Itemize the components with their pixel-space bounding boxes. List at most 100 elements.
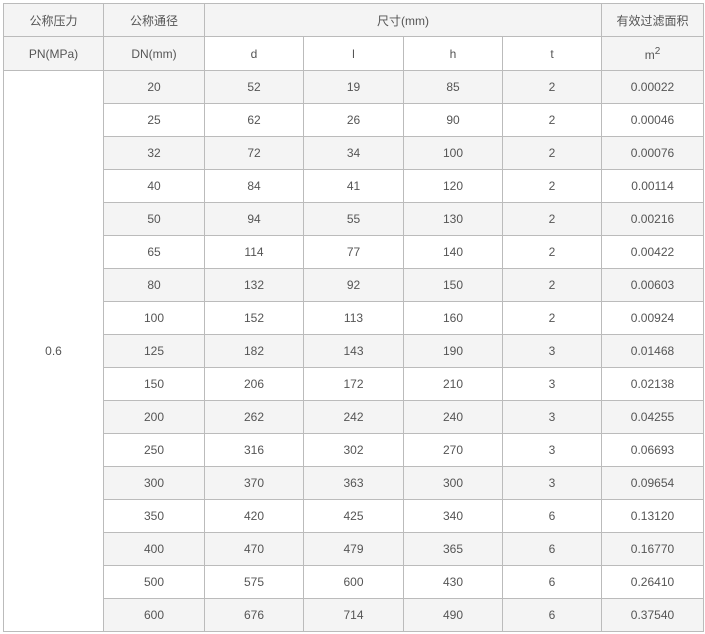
cell-dn: 400 xyxy=(103,532,205,566)
cell-dn: 500 xyxy=(103,565,205,599)
cell-l: 77 xyxy=(303,235,404,269)
table-row: 500 575 600 430 6 0.26410 xyxy=(3,565,704,599)
table-row: 150 206 172 210 3 0.02138 xyxy=(3,367,704,401)
cell-dn: 50 xyxy=(103,202,205,236)
cell-dn: 20 xyxy=(103,70,205,104)
cell-l: 143 xyxy=(303,334,404,368)
cell-d: 182 xyxy=(204,334,304,368)
cell-l: 55 xyxy=(303,202,404,236)
cell-l: 363 xyxy=(303,466,404,500)
cell-t: 2 xyxy=(502,70,602,104)
cell-d: 206 xyxy=(204,367,304,401)
table-row: 600 676 714 490 6 0.37540 xyxy=(3,598,704,632)
header-col-t: t xyxy=(502,36,602,71)
table-row: 200 262 242 240 3 0.04255 xyxy=(3,400,704,434)
cell-area: 0.02138 xyxy=(601,367,704,401)
area-exponent: 2 xyxy=(654,45,661,57)
cell-h: 270 xyxy=(403,433,503,467)
cell-t: 6 xyxy=(502,565,602,599)
cell-area: 0.06693 xyxy=(601,433,704,467)
cell-l: 302 xyxy=(303,433,404,467)
cell-h: 120 xyxy=(403,169,503,203)
header-area-line1: 有效过滤面积 xyxy=(601,3,704,37)
cell-area: 0.01468 xyxy=(601,334,704,368)
cell-dn: 32 xyxy=(103,136,205,170)
header-size-group: 尺寸(mm) xyxy=(204,3,602,37)
cell-l: 92 xyxy=(303,268,404,302)
header-col-d: d xyxy=(204,36,304,71)
cell-h: 490 xyxy=(403,598,503,632)
cell-l: 600 xyxy=(303,565,404,599)
cell-area: 0.00022 xyxy=(601,70,704,104)
cell-d: 84 xyxy=(204,169,304,203)
cell-t: 2 xyxy=(502,136,602,170)
cell-d: 62 xyxy=(204,103,304,137)
cell-dn: 25 xyxy=(103,103,205,137)
cell-d: 676 xyxy=(204,598,304,632)
cell-l: 34 xyxy=(303,136,404,170)
cell-area: 0.00603 xyxy=(601,268,704,302)
table-row: 400 470 479 365 6 0.16770 xyxy=(3,532,704,566)
header-area-unit: m2 xyxy=(601,36,704,71)
cell-area: 0.00422 xyxy=(601,235,704,269)
cell-h: 340 xyxy=(403,499,503,533)
cell-h: 430 xyxy=(403,565,503,599)
header-row-1: 公称压力 公称通径 尺寸(mm) 有效过滤面积 xyxy=(3,3,704,37)
cell-dn: 40 xyxy=(103,169,205,203)
cell-h: 300 xyxy=(403,466,503,500)
table-row: 350 420 425 340 6 0.13120 xyxy=(3,499,704,533)
cell-area: 0.00924 xyxy=(601,301,704,335)
cell-h: 100 xyxy=(403,136,503,170)
cell-t: 2 xyxy=(502,202,602,236)
cell-l: 425 xyxy=(303,499,404,533)
header-col-h: h xyxy=(403,36,503,71)
cell-h: 130 xyxy=(403,202,503,236)
cell-t: 3 xyxy=(502,433,602,467)
cell-t: 2 xyxy=(502,103,602,137)
cell-h: 90 xyxy=(403,103,503,137)
cell-d: 470 xyxy=(204,532,304,566)
table-row: 32 72 34 100 2 0.00076 xyxy=(3,136,704,170)
pn-value-cell: 0.6 xyxy=(3,70,104,632)
header-col-l: l xyxy=(303,36,404,71)
spec-table: 公称压力 公称通径 尺寸(mm) 有效过滤面积 PN(MPa) DN(mm) d… xyxy=(3,3,704,632)
table-row: 65 114 77 140 2 0.00422 xyxy=(3,235,704,269)
cell-d: 575 xyxy=(204,565,304,599)
cell-d: 152 xyxy=(204,301,304,335)
cell-area: 0.13120 xyxy=(601,499,704,533)
cell-dn: 300 xyxy=(103,466,205,500)
cell-area: 0.00076 xyxy=(601,136,704,170)
header-row-2: PN(MPa) DN(mm) d l h t m2 xyxy=(3,36,704,71)
cell-l: 41 xyxy=(303,169,404,203)
cell-t: 3 xyxy=(502,367,602,401)
table-row: 25 62 26 90 2 0.00046 xyxy=(3,103,704,137)
cell-d: 262 xyxy=(204,400,304,434)
cell-area: 0.16770 xyxy=(601,532,704,566)
header-pn-line1: 公称压力 xyxy=(3,3,104,37)
cell-t: 3 xyxy=(502,334,602,368)
cell-dn: 100 xyxy=(103,301,205,335)
table-row: 0.6 20 52 19 85 2 0.00022 xyxy=(3,70,704,632)
cell-area: 0.04255 xyxy=(601,400,704,434)
cell-area: 0.00216 xyxy=(601,202,704,236)
cell-d: 114 xyxy=(204,235,304,269)
cell-t: 2 xyxy=(502,268,602,302)
cell-h: 240 xyxy=(403,400,503,434)
cell-dn: 125 xyxy=(103,334,205,368)
table-row: 40 84 41 120 2 0.00114 xyxy=(3,169,704,203)
area-unit: m xyxy=(644,47,655,62)
cell-t: 2 xyxy=(502,169,602,203)
cell-h: 150 xyxy=(403,268,503,302)
cell-area: 0.00046 xyxy=(601,103,704,137)
cell-d: 370 xyxy=(204,466,304,500)
header-pn-line2: PN(MPa) xyxy=(3,36,104,71)
cell-h: 160 xyxy=(403,301,503,335)
cell-dn: 65 xyxy=(103,235,205,269)
table-row: 100 152 113 160 2 0.00924 xyxy=(3,301,704,335)
cell-area: 0.00114 xyxy=(601,169,704,203)
cell-area: 0.26410 xyxy=(601,565,704,599)
cell-d: 132 xyxy=(204,268,304,302)
table-row: 300 370 363 300 3 0.09654 xyxy=(3,466,704,500)
cell-l: 242 xyxy=(303,400,404,434)
header-dn-line1: 公称通径 xyxy=(103,3,205,37)
